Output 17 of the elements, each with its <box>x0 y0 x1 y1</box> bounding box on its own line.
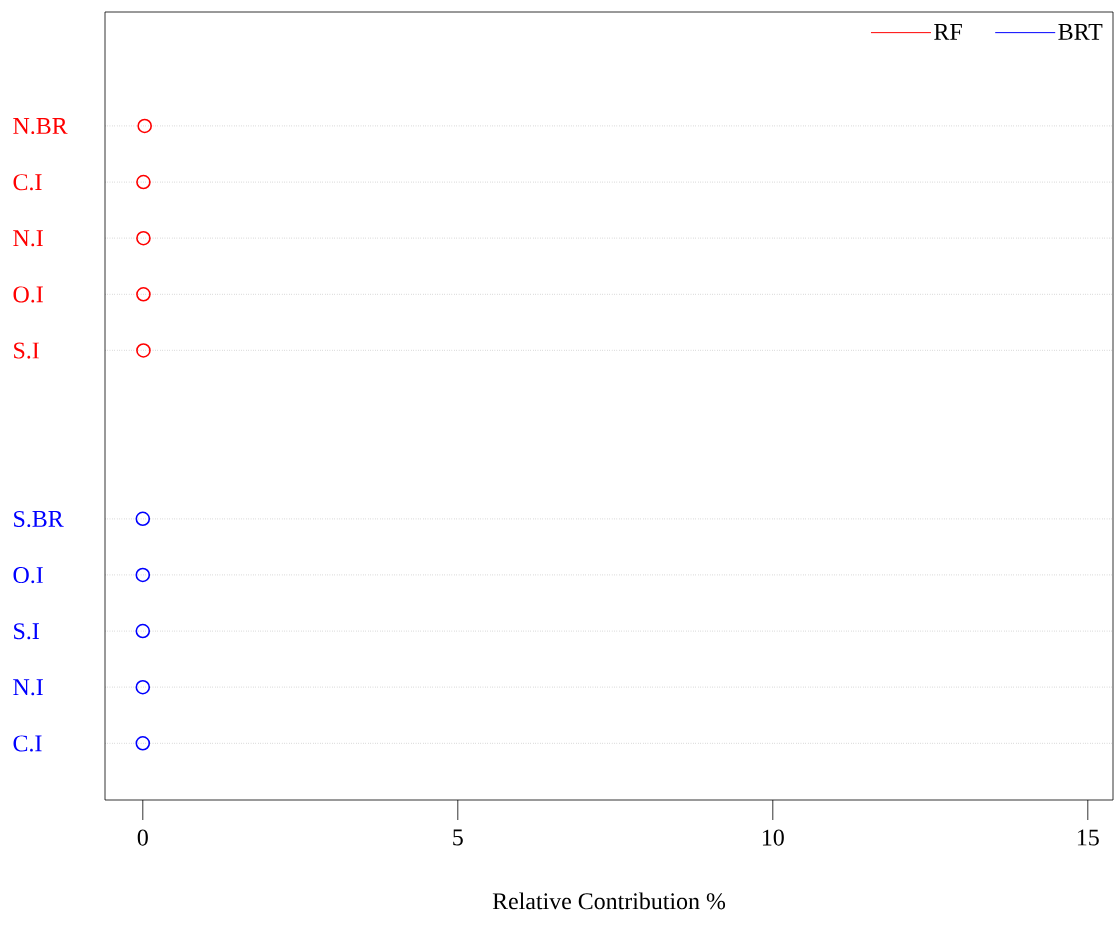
x-tick-label: 0 <box>137 829 148 846</box>
y-tick-label: S.BR <box>14 510 64 528</box>
y-tick-label: O.I <box>13 286 43 303</box>
y-tick-label: S.I <box>14 623 39 640</box>
y-tick-label: N.BR <box>13 118 68 135</box>
x-tick-label: 5 <box>453 829 463 846</box>
legend-label: BRT <box>1058 24 1103 40</box>
x-axis-title: Relative Contribution % <box>492 892 726 910</box>
y-tick-label: C.I <box>13 735 42 752</box>
x-tick-label: 10 <box>762 829 784 846</box>
y-tick-label: O.I <box>13 567 43 584</box>
y-tick-label: S.I <box>14 342 39 359</box>
legend-label: RF <box>934 24 962 40</box>
y-tick-label: C.I <box>13 174 42 191</box>
y-tick-label: N.I <box>13 230 43 247</box>
y-tick-label: N.I <box>13 679 43 696</box>
x-tick-label: 15 <box>1077 829 1099 846</box>
